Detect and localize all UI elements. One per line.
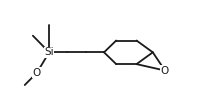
Text: O: O bbox=[161, 66, 169, 76]
Text: O: O bbox=[33, 68, 41, 78]
Text: Si: Si bbox=[44, 47, 54, 57]
